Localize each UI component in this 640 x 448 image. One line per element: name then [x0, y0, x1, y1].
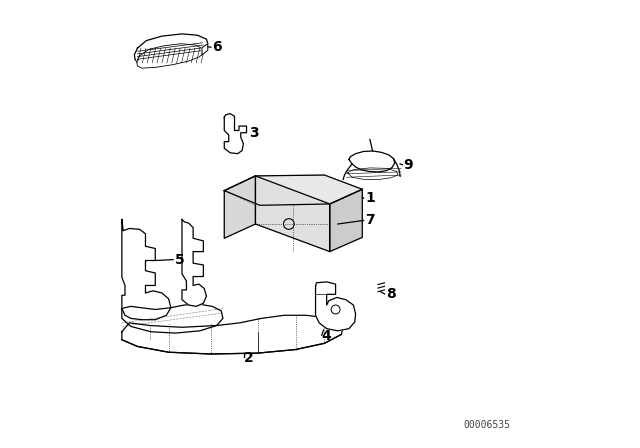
Text: 00006535: 00006535: [463, 420, 511, 430]
Polygon shape: [330, 189, 362, 252]
Polygon shape: [182, 220, 207, 306]
Text: 8: 8: [386, 287, 396, 302]
Polygon shape: [224, 114, 246, 154]
Polygon shape: [122, 220, 171, 320]
Polygon shape: [134, 34, 208, 63]
Polygon shape: [202, 44, 208, 55]
Text: 4: 4: [321, 329, 331, 343]
Polygon shape: [224, 175, 362, 205]
Text: 9: 9: [404, 158, 413, 172]
Polygon shape: [349, 151, 395, 172]
Text: 1: 1: [365, 191, 375, 205]
Polygon shape: [316, 282, 356, 331]
Text: 6: 6: [212, 40, 222, 54]
Polygon shape: [122, 304, 223, 333]
Polygon shape: [255, 176, 330, 252]
Polygon shape: [136, 44, 204, 68]
Text: 5: 5: [175, 253, 185, 267]
Polygon shape: [122, 315, 343, 354]
Text: 2: 2: [244, 351, 254, 365]
Polygon shape: [224, 176, 255, 238]
Text: 7: 7: [365, 213, 375, 228]
Text: 3: 3: [249, 126, 259, 140]
